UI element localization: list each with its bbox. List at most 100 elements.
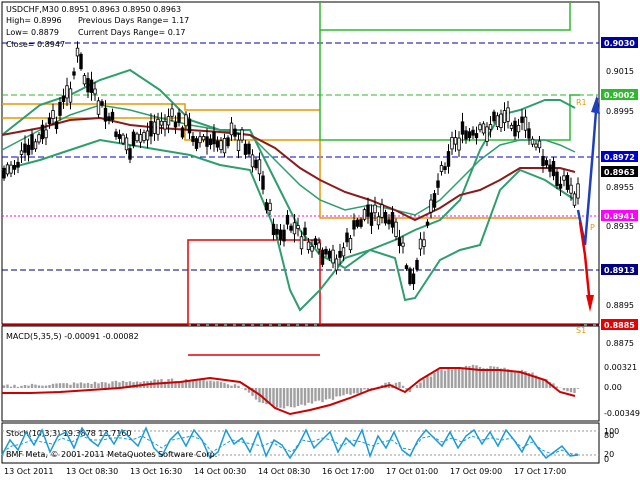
macd-bar: [513, 370, 517, 388]
candle-body: [184, 114, 188, 127]
candle-body: [509, 124, 514, 129]
candle-body: [520, 116, 524, 123]
candle-body: [240, 129, 244, 141]
macd-bar: [499, 368, 503, 388]
macd-bar: [300, 388, 303, 405]
candle-body: [149, 121, 153, 137]
macd-bar: [230, 385, 233, 388]
candle-body: [128, 148, 132, 160]
macd-bar: [34, 384, 37, 388]
macd-bar: [51, 383, 55, 388]
candle-body: [527, 128, 531, 139]
macd-bar: [510, 370, 513, 388]
candle-body: [268, 202, 272, 211]
stoch-tick: 0: [604, 455, 609, 464]
price-tag: 0.8885: [604, 321, 635, 330]
macd-bar: [338, 388, 342, 397]
candle-body: [201, 136, 206, 141]
macd-bar: [254, 388, 258, 400]
macd-bar: [93, 381, 97, 388]
candle-body: [362, 209, 367, 220]
stoch-tick: 100: [604, 427, 619, 436]
candle-body: [348, 237, 353, 251]
time-tick: 14 Oct 08:30: [258, 467, 310, 476]
price-tag: 0.8972: [604, 153, 635, 162]
macd-bar: [177, 381, 181, 388]
macd-bar: [419, 382, 422, 388]
macd-bar: [237, 385, 240, 388]
macd-bar: [517, 370, 520, 388]
candle-body: [499, 113, 503, 128]
candle-body: [317, 242, 321, 250]
candle-body: [282, 229, 286, 242]
candle-body: [198, 136, 202, 144]
price-tick: 0.9015: [606, 67, 634, 76]
macd-bar: [289, 388, 293, 408]
candle-body: [401, 242, 405, 247]
candle-body: [352, 220, 356, 230]
candle-body: [569, 184, 573, 194]
candle-body: [229, 122, 234, 136]
macd-bar: [524, 371, 527, 388]
macd-bar: [188, 381, 191, 388]
candle-body: [565, 175, 570, 190]
candle-body: [173, 121, 178, 128]
macd-bar: [69, 384, 72, 388]
macd-bar: [370, 388, 373, 389]
candle-body: [285, 214, 290, 225]
watermark: BMF Meta, © 2001-2011 MetaQuotes Softwar…: [6, 450, 217, 459]
candle-body: [541, 155, 545, 166]
macd-bar: [489, 366, 492, 388]
marker-r1: R1: [576, 98, 587, 107]
time-axis[interactable]: 13 Oct 2011 13 Oct 08:30 13 Oct 16:30 14…: [4, 467, 566, 476]
macd-bar: [233, 384, 237, 388]
candle-body: [124, 137, 129, 151]
price-tick: 0.8995: [606, 107, 634, 116]
price-tag-bg: [601, 151, 638, 162]
macd-bar: [58, 383, 62, 388]
price-axis[interactable]: 0.9015 0.8995 0.8955 0.8935 0.8895 0.887…: [601, 37, 638, 348]
macd-bar: [331, 388, 335, 400]
macd-bar: [475, 365, 478, 388]
macd-bar: [27, 385, 30, 388]
macd-bar: [541, 379, 545, 388]
candle-body: [131, 131, 136, 147]
macd-bar: [198, 378, 202, 388]
price-pane[interactable]: [1, 1, 600, 325]
candle-body: [271, 223, 276, 235]
macd-bar: [349, 388, 352, 395]
macd-bar: [2, 385, 6, 388]
price-tag: 0.9030: [604, 39, 635, 48]
candle-body: [425, 221, 430, 226]
macd-bar: [485, 368, 489, 388]
previous-range: Previous Days Range= 1.17: [78, 16, 189, 25]
candle-body: [12, 165, 17, 170]
macd-bar: [132, 382, 135, 388]
macd-pane[interactable]: [1, 325, 600, 422]
macd-bar: [408, 388, 412, 393]
candle-body: [180, 127, 185, 138]
macd-bar: [345, 388, 349, 394]
candle-body: [19, 150, 24, 155]
macd-bar: [251, 388, 254, 396]
candle-body: [457, 137, 461, 151]
macd-tick: -0.00349: [604, 409, 640, 418]
macd-bar: [356, 388, 359, 394]
macd-bar: [219, 382, 223, 388]
macd-bar: [195, 380, 198, 388]
candle-body: [502, 110, 507, 124]
stoch-tick: 20: [604, 450, 614, 459]
time-tick: 17 Oct 01:00: [386, 467, 438, 476]
time-tick: 13 Oct 08:30: [66, 467, 118, 476]
candle-body: [338, 250, 342, 258]
macd-bar: [394, 382, 398, 388]
macd-bar: [422, 379, 426, 388]
candle-body: [110, 111, 115, 120]
price-tag-bg: [601, 264, 638, 275]
candle-body: [79, 53, 83, 70]
candle-body: [187, 118, 192, 134]
macd-bar: [443, 370, 447, 388]
macd-bar: [471, 364, 475, 388]
